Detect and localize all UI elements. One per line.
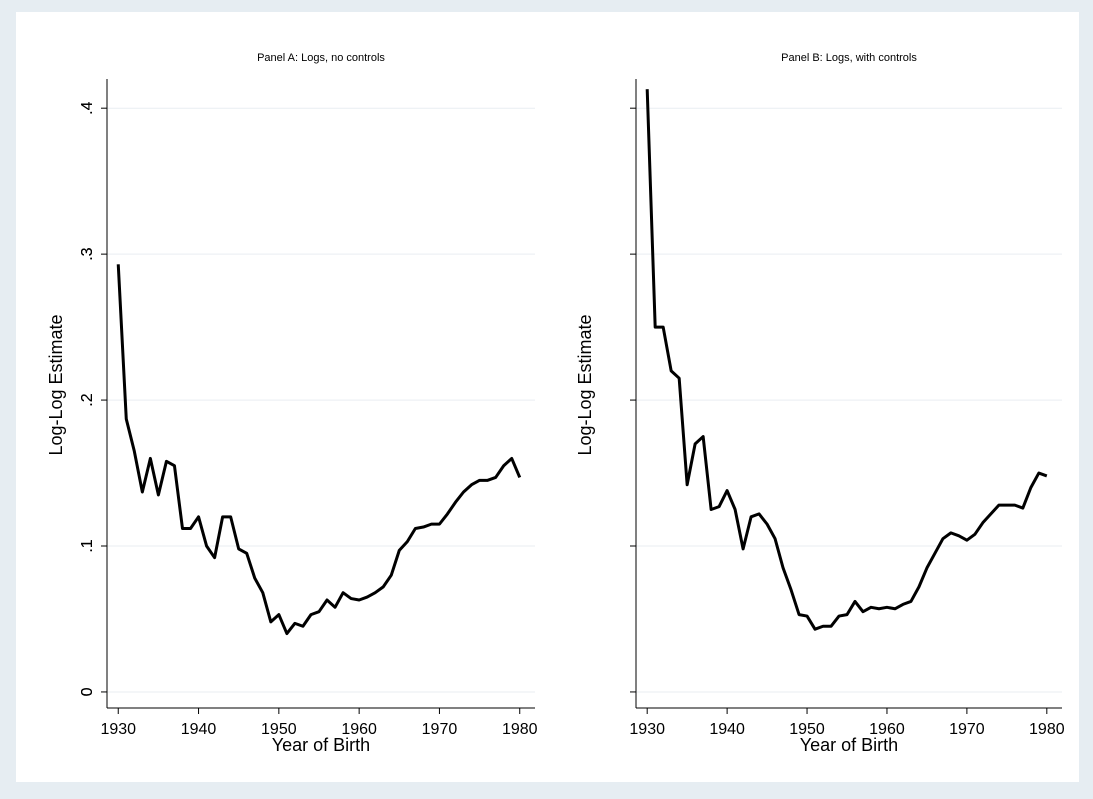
y-tick-label: 0 <box>79 687 96 696</box>
y-tick-label: 0 <box>79 687 96 696</box>
panel-title: Panel B: Logs, with controls <box>781 52 917 64</box>
y-tick-label: .1 <box>79 539 96 552</box>
series-line <box>645 89 1048 631</box>
x-tick-label: 1980 <box>1029 721 1065 738</box>
y-axis-title: Log-Log Estimate <box>46 314 66 455</box>
x-tick-label: 1960 <box>341 721 377 738</box>
plot-background <box>16 12 1079 782</box>
y-tick-label: .4 <box>79 101 96 114</box>
x-tick-label: 1970 <box>422 721 458 738</box>
x-tick-label: 1930 <box>629 721 665 738</box>
panel-title: Panel A: Logs, no controls <box>257 52 385 64</box>
x-tick-label: 1950 <box>261 721 297 738</box>
x-axis-title: Year of Birth <box>800 735 898 755</box>
x-tick-label: 1950 <box>789 721 825 738</box>
x-tick-label: 1970 <box>949 721 985 738</box>
series-line <box>116 264 522 636</box>
x-tick-label: 1940 <box>181 721 217 738</box>
y-tick-label: .1 <box>79 539 96 552</box>
panel: Panel A: Logs, no controls 0 .1 .2 .3 .4 1930 1… <box>46 52 538 755</box>
y-tick-label: .2 <box>79 393 96 406</box>
y-tick-label: .3 <box>79 247 96 260</box>
panel: Panel B: Logs, with controls 0 .1 .2 .3 .4 193… <box>79 52 1064 755</box>
y-tick-label: .4 <box>79 101 96 114</box>
x-axis-title: Year of Birth <box>272 735 370 755</box>
y-tick-label: .3 <box>79 247 96 260</box>
x-tick-label: 1940 <box>709 721 745 738</box>
y-axis-title: Log-Log Estimate <box>575 314 595 455</box>
x-tick-label: 1980 <box>502 721 538 738</box>
y-tick-label: .2 <box>79 393 96 406</box>
x-tick-label: 1960 <box>869 721 905 738</box>
x-tick-label: 1930 <box>100 721 136 738</box>
